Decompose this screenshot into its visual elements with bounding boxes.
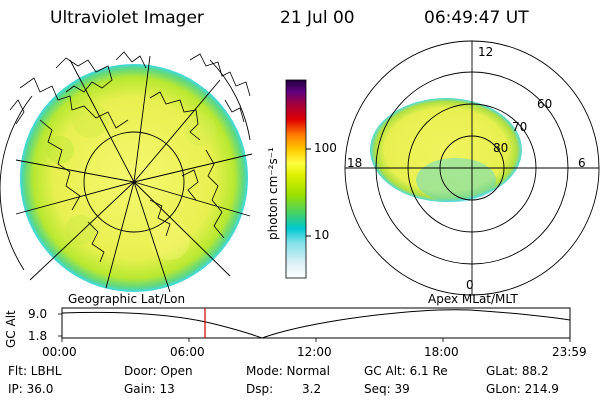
image-date: 21 Jul 00 [280, 8, 355, 28]
x-tick-0600: 06:00 [170, 345, 205, 359]
geographic-image [0, 51, 253, 293]
mlat-label-70: 70 [512, 120, 528, 134]
altitude-curve [61, 309, 571, 339]
image-time: 06:49:47 UT [424, 8, 529, 28]
colorbar-tick-100: 100 [314, 141, 337, 155]
colorbar-unit-label: photon cm⁻²s⁻¹ [266, 147, 280, 240]
geographic-label: Geographic Lat/Lon [68, 292, 186, 306]
mlat-label-80: 80 [493, 141, 509, 155]
aurora-emission [20, 64, 248, 292]
colorbar-tick-10: 10 [314, 228, 330, 242]
x-tick-1800: 18:00 [424, 345, 459, 359]
y-tick-9: 9.0 [28, 307, 48, 321]
x-tick-2359: 23:59 [552, 345, 587, 359]
mode-info: Mode: Normal [246, 364, 330, 378]
x-tick-0000: 00:00 [42, 345, 77, 359]
gain-info: Gain: 13 [124, 382, 175, 396]
altitude-plot [58, 307, 571, 342]
mlt-label-12: 12 [478, 45, 494, 59]
apex-label: Apex MLat/MLT [428, 292, 518, 306]
glon-info: GLon: 214.9 [486, 382, 559, 396]
color-bar [285, 79, 311, 279]
mlt-label-6: 6 [578, 156, 586, 170]
coastlines [9, 51, 251, 263]
dsp-label: Dsp: [246, 382, 274, 396]
mlt-label-0: 0 [466, 278, 474, 292]
mlt-label-18: 18 [347, 156, 363, 170]
glat-info: GLat: 88.2 [486, 364, 549, 378]
seq-info: Seq: 39 [364, 382, 410, 396]
geo-grid [0, 55, 253, 293]
x-tick-1200: 12:00 [297, 345, 332, 359]
gc-alt-info: GC Alt: 6.1 Re [364, 364, 448, 378]
door-info: Door: Open [124, 364, 193, 378]
ip-info: IP: 36.0 [8, 382, 54, 396]
filter-info: Flt: LBHL [8, 364, 62, 378]
gc-alt-axis-label: GC Alt [4, 310, 18, 348]
y-tick-1-8: 1.8 [28, 329, 48, 343]
image-title: Ultraviolet Imager [50, 8, 204, 28]
mlat-label-60: 60 [537, 97, 553, 111]
dsp-value: 3.2 [302, 382, 322, 396]
polar-plot [344, 40, 600, 296]
